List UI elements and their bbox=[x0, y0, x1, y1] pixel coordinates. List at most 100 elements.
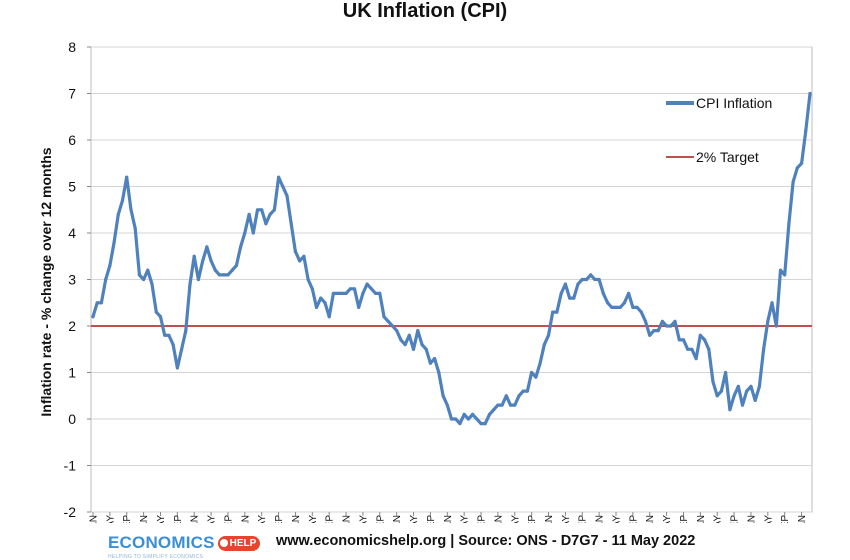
cpi-point bbox=[589, 273, 593, 277]
cpi-point bbox=[804, 129, 808, 133]
cpi-point bbox=[361, 291, 365, 295]
cpi-point bbox=[639, 310, 643, 314]
x-tick-label: 2008 SEP bbox=[122, 515, 133, 523]
x-tick-label: 2021 JAN bbox=[746, 515, 757, 523]
cpi-point bbox=[99, 301, 103, 305]
y-axis-label: Inflation rate - % change over 12 months bbox=[38, 147, 54, 416]
cpi-point bbox=[690, 347, 694, 351]
x-axis-ticks: 2008 JAN 2008 MAY 2008 SEP 2009 JAN 2009 MAY… bbox=[89, 512, 808, 523]
cpi-point bbox=[652, 329, 656, 333]
cpi-point bbox=[757, 384, 762, 388]
cpi-point bbox=[791, 180, 795, 184]
cpi-point bbox=[293, 250, 297, 254]
cpi-point bbox=[572, 296, 576, 300]
cpi-point bbox=[386, 319, 390, 323]
cpi-point bbox=[458, 422, 462, 426]
x-tick-label: 2017 SEP bbox=[578, 515, 589, 523]
cpi-point bbox=[175, 366, 179, 370]
cpi-point bbox=[306, 277, 310, 282]
cpi-point bbox=[196, 277, 200, 282]
cpi-point bbox=[753, 398, 757, 402]
x-tick-label: 2012 MAY bbox=[308, 515, 319, 523]
legend: CPI Inflation 2% Target bbox=[666, 95, 772, 165]
x-tick-label: 2019 MAY bbox=[662, 515, 673, 523]
economics-help-logo[interactable]: ECONOMICS HELP bbox=[108, 532, 261, 554]
x-tick-label: 2014 MAY bbox=[409, 515, 420, 523]
cpi-point bbox=[395, 329, 399, 333]
cpi-point bbox=[665, 324, 669, 328]
cpi-point bbox=[239, 245, 243, 249]
cpi-point bbox=[424, 347, 428, 351]
x-tick-label: 2019 SEP bbox=[679, 515, 690, 523]
cpi-point bbox=[660, 319, 665, 323]
cpi-point bbox=[580, 277, 584, 282]
cpi-point bbox=[116, 212, 120, 216]
y-tick-label: -1 bbox=[64, 458, 77, 474]
cpi-point bbox=[399, 338, 403, 342]
cpi-point bbox=[272, 208, 276, 212]
cpi-point bbox=[669, 324, 673, 328]
source-text: www.economicshelp.org | Source: ONS - D7… bbox=[276, 533, 696, 549]
y-tick-label: 0 bbox=[68, 411, 76, 427]
cpi-point bbox=[420, 343, 424, 347]
cpi-point bbox=[348, 287, 352, 291]
cpi-point bbox=[694, 357, 698, 361]
x-tick-label: 2008 JAN bbox=[89, 515, 100, 523]
cpi-point bbox=[445, 403, 449, 407]
x-tick-label: 2014 SEP bbox=[426, 515, 437, 523]
cpi-point bbox=[500, 403, 504, 407]
cpi-point bbox=[740, 403, 745, 407]
series bbox=[91, 91, 812, 426]
cpi-point bbox=[496, 403, 500, 407]
y-tick-label: 8 bbox=[68, 39, 76, 55]
cpi-point bbox=[222, 273, 226, 277]
cpi-point bbox=[483, 422, 487, 426]
cpi-point bbox=[390, 324, 395, 328]
cpi-point bbox=[614, 305, 618, 309]
cpi-point bbox=[112, 240, 116, 244]
y-tick-label: 2 bbox=[68, 318, 76, 334]
cpi-point bbox=[146, 268, 150, 272]
x-tick-label: 2015 JAN bbox=[443, 515, 454, 523]
cpi-point bbox=[504, 394, 508, 398]
y-tick-label: 7 bbox=[68, 86, 76, 102]
x-tick-label: 2020 MAY bbox=[713, 515, 724, 523]
cpi-point bbox=[770, 301, 774, 305]
chart: UK Inflation (CPI) Inflation rate - % ch… bbox=[38, 0, 813, 523]
cpi-point bbox=[319, 296, 323, 300]
cpi-point bbox=[213, 268, 217, 272]
cpi-point bbox=[369, 287, 373, 291]
cpi-point bbox=[437, 370, 441, 375]
cpi-point bbox=[736, 384, 740, 388]
cpi-point bbox=[357, 305, 361, 309]
x-tick-label: 2011 SEP bbox=[274, 515, 285, 523]
x-tick-label: 2017 MAY bbox=[561, 515, 572, 523]
cpi-point bbox=[808, 91, 812, 96]
cpi-point bbox=[454, 417, 458, 421]
cpi-point bbox=[142, 277, 146, 282]
x-tick-label: 2016 JAN bbox=[493, 515, 504, 523]
cpi-point bbox=[205, 245, 209, 249]
cpi-point bbox=[403, 343, 407, 347]
cpi-point bbox=[310, 287, 314, 291]
y-tick-label: 6 bbox=[68, 132, 76, 148]
cpi-point bbox=[492, 408, 496, 412]
footer: ECONOMICS HELP HELPING TO SIMPLIFY ECONO… bbox=[0, 523, 850, 560]
cpi-point bbox=[534, 375, 538, 379]
cpi-point bbox=[551, 310, 555, 314]
cpi-point bbox=[521, 389, 525, 393]
cpi-point bbox=[487, 412, 492, 416]
cpi-point bbox=[538, 361, 542, 365]
cpi-point bbox=[108, 263, 112, 268]
x-tick-label: 2012 SEP bbox=[325, 515, 336, 523]
cpi-point bbox=[681, 338, 686, 342]
cpi-point bbox=[479, 422, 483, 426]
cpi-point bbox=[407, 333, 411, 337]
cpi-line bbox=[91, 91, 812, 426]
cpi-point bbox=[285, 194, 289, 198]
x-tick-label: 2016 MAY bbox=[510, 515, 521, 523]
cpi-point bbox=[707, 347, 711, 351]
y-tick-label: 5 bbox=[68, 179, 76, 195]
logo-word: ECONOMICS bbox=[108, 533, 215, 552]
cpi-point bbox=[542, 343, 546, 347]
